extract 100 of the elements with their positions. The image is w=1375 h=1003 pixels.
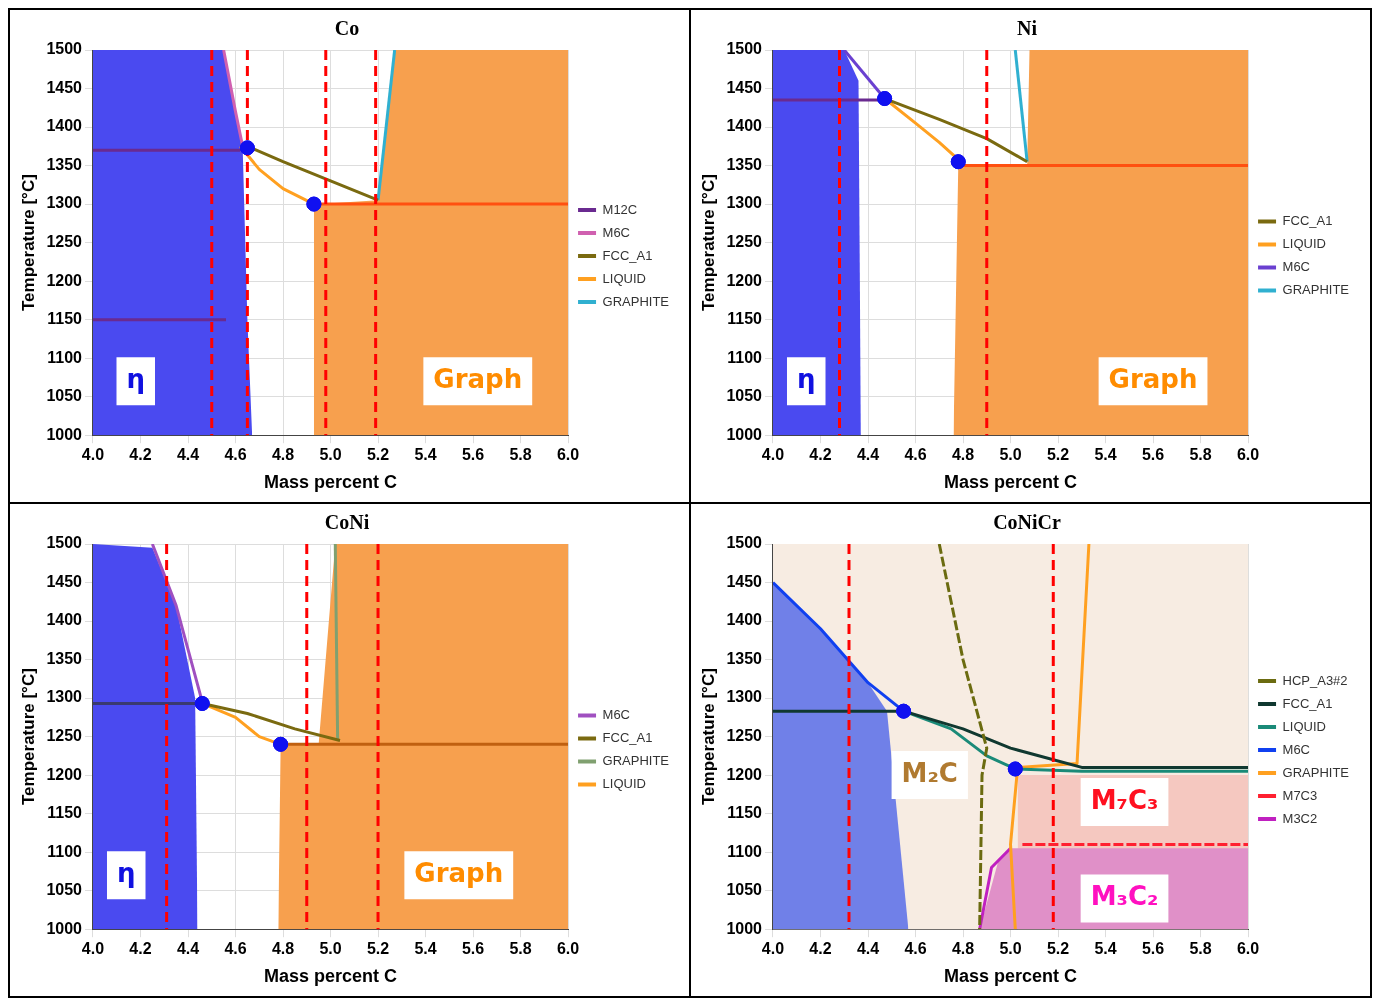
y-tick-label: 1500 (726, 40, 763, 58)
x-tick-label: 4.6 (224, 940, 247, 958)
y-tick-label: 1200 (46, 765, 83, 783)
y-axis-title: Temperature [°C] (698, 668, 718, 806)
y-tick-label: 1400 (726, 611, 763, 629)
y-tick-label: 1000 (726, 919, 763, 937)
y-tick-label: 1050 (726, 387, 763, 405)
annotation: Graph (414, 858, 504, 889)
y-tick-label: 1350 (726, 649, 763, 667)
y-tick-label: 1250 (726, 727, 763, 745)
x-tick-label: 6.0 (556, 940, 580, 958)
x-tick-label: 4.0 (761, 446, 785, 464)
x-tick-label: 4.4 (856, 446, 880, 464)
x-tick-label: 6.0 (1236, 446, 1260, 464)
y-tick-label: 1150 (47, 804, 83, 822)
annotation: η (116, 858, 136, 889)
x-axis-title: Mass percent C (263, 472, 398, 493)
legend-label: FCC_A1 (602, 247, 653, 263)
legend-label: M3C2 (1282, 810, 1318, 826)
chart-title: Ni (1017, 17, 1038, 40)
x-tick-label: 5.4 (1094, 940, 1117, 958)
y-tick-label: 1450 (726, 572, 763, 590)
y-tick-label: 1500 (46, 40, 83, 58)
legend-label: M12C (602, 201, 638, 217)
x-tick-label: 5.6 (1141, 940, 1165, 958)
x-tick-label: 4.6 (904, 940, 927, 958)
x-tick-label: 4.6 (904, 446, 927, 464)
y-tick-label: 1000 (46, 425, 83, 443)
annotation: M₃C₂ (1090, 881, 1159, 912)
annotation: M₇C₃ (1090, 784, 1159, 815)
x-tick-label: 5.0 (319, 446, 342, 464)
y-tick-label: 1100 (727, 842, 763, 860)
x-tick-label: 4.0 (761, 940, 785, 958)
y-tick-label: 1100 (47, 842, 83, 860)
x-tick-label: 4.0 (81, 446, 105, 464)
legend-label: M6C (602, 224, 630, 240)
x-tick-label: 6.0 (556, 446, 580, 464)
y-tick-label: 1300 (726, 194, 763, 212)
y-tick-label: 1250 (46, 727, 83, 745)
y-tick-label: 1300 (46, 194, 83, 212)
y-tick-label: 1200 (46, 271, 83, 289)
x-tick-label: 5.0 (999, 940, 1022, 958)
y-tick-label: 1050 (726, 881, 763, 899)
x-tick-label: 5.8 (509, 940, 532, 958)
annotation: η (126, 364, 146, 395)
y-tick-label: 1050 (46, 387, 83, 405)
legend-label: FCC_A1 (602, 730, 653, 746)
legend-label: GRAPHITE (602, 293, 670, 309)
y-tick-label: 1400 (46, 117, 83, 135)
x-tick-label: 5.4 (414, 940, 437, 958)
y-tick-label: 1100 (727, 348, 763, 366)
y-tick-label: 1250 (46, 233, 83, 251)
legend-label: LIQUID (602, 776, 646, 792)
y-tick-label: 1450 (46, 78, 83, 96)
x-tick-label: 4.8 (951, 446, 975, 464)
x-axis-title: Mass percent C (943, 472, 1078, 493)
x-tick-label: 5.2 (366, 940, 390, 958)
y-tick-label: 1500 (726, 534, 763, 552)
y-tick-label: 1400 (726, 117, 763, 135)
x-tick-label: 4.6 (224, 446, 247, 464)
y-tick-label: 1150 (47, 310, 83, 328)
legend-label: M7C3 (1282, 787, 1318, 803)
legend-label: M6C (1282, 741, 1310, 757)
legend-label: FCC_A1 (1282, 213, 1333, 229)
y-tick-label: 1400 (46, 611, 83, 629)
x-tick-label: 5.0 (319, 940, 342, 958)
chart-title: CoNiCr (993, 511, 1061, 534)
legend-label: GRAPHITE (1282, 282, 1350, 298)
x-tick-label: 5.2 (1046, 446, 1070, 464)
x-tick-label: 4.4 (176, 940, 200, 958)
legend-label: GRAPHITE (602, 753, 670, 769)
y-tick-label: 1200 (726, 271, 763, 289)
x-tick-label: 5.2 (366, 446, 390, 464)
legend-label: HCP_A3#2 (1282, 672, 1348, 688)
legend-label: LIQUID (1282, 718, 1326, 734)
y-tick-label: 1150 (727, 310, 763, 328)
x-tick-label: 5.4 (414, 446, 437, 464)
y-tick-label: 1350 (726, 155, 763, 173)
y-tick-label: 1000 (726, 425, 763, 443)
x-tick-label: 4.4 (176, 446, 200, 464)
y-tick-label: 1150 (727, 804, 763, 822)
y-tick-label: 1100 (47, 348, 83, 366)
x-tick-label: 4.8 (271, 446, 295, 464)
y-axis-title: Temperature [°C] (698, 174, 718, 312)
y-tick-label: 1200 (726, 765, 763, 783)
legend-label: FCC_A1 (1282, 695, 1333, 711)
y-axis-title: Temperature [°C] (18, 174, 38, 312)
y-tick-label: 1250 (726, 233, 763, 251)
annotation: M₂C (901, 757, 958, 788)
legend-label: LIQUID (1282, 236, 1326, 252)
x-tick-label: 5.6 (461, 446, 485, 464)
legend-label: M6C (602, 707, 630, 723)
y-tick-label: 1450 (726, 78, 763, 96)
x-tick-label: 5.0 (999, 446, 1022, 464)
x-tick-label: 6.0 (1236, 940, 1260, 958)
x-tick-label: 4.2 (129, 446, 152, 464)
chart-title: CoNi (324, 511, 370, 534)
x-tick-label: 5.4 (1094, 446, 1117, 464)
x-tick-label: 5.6 (461, 940, 485, 958)
legend-label: GRAPHITE (1282, 764, 1350, 780)
